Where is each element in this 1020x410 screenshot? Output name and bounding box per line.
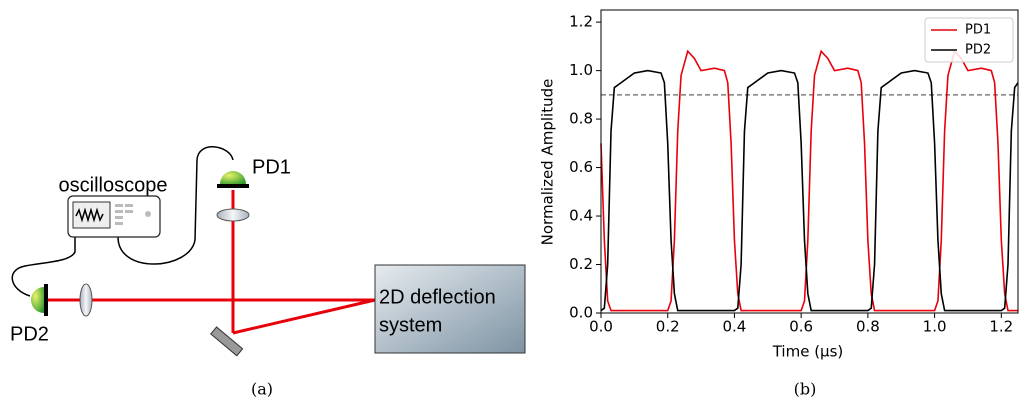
x-tick-label: 1.2: [989, 318, 1013, 336]
legend-label: PD2: [965, 43, 991, 58]
lens: [216, 208, 250, 222]
label: PD2: [10, 323, 49, 345]
cable: [11, 237, 76, 297]
caption: (b): [794, 380, 817, 399]
y-tick-label: 1.2: [569, 13, 593, 31]
y-tick-label: 0.0: [569, 304, 593, 322]
series-line: [600, 49, 1018, 312]
scope-buttons: [115, 204, 151, 225]
pd1-base: [217, 184, 249, 188]
mirror: [210, 326, 244, 357]
x-axis-label: Time (μs): [772, 343, 844, 361]
setup-diagram: oscilloscope PD1 PD2 2D deflection syste…: [10, 146, 526, 399]
y-tick-label: 0.2: [569, 255, 593, 273]
y-tick-label: 0.6: [569, 158, 593, 176]
x-tick-label: 0.2: [656, 318, 680, 336]
scope-screen: [72, 201, 111, 229]
label: 2D deflection: [379, 286, 496, 308]
pd1-dome: [220, 171, 246, 184]
x-tick-label: 1.0: [923, 318, 947, 336]
legend-box: [924, 17, 1014, 63]
y-tick-label: 1.0: [569, 61, 593, 79]
label: oscilloscope: [59, 174, 168, 196]
deflection-box: [374, 264, 526, 354]
y-axis-label: Normalized Amplitude: [539, 79, 557, 246]
label: system: [379, 314, 442, 336]
x-tick-label: 0.4: [723, 318, 747, 336]
pd2-base: [44, 284, 48, 316]
series-line: [600, 69, 1019, 312]
legend-label: PD1: [965, 23, 991, 38]
label: PD1: [252, 156, 291, 178]
x-tick-label: 0.6: [789, 318, 813, 336]
y-tick-label: 0.4: [569, 207, 593, 225]
x-tick-label: 0.0: [589, 318, 613, 336]
y-tick-label: 0.8: [569, 110, 593, 128]
x-tick-label: 0.8: [856, 318, 880, 336]
pd2-dome: [31, 287, 44, 313]
caption: (a): [251, 380, 273, 399]
scope-trace: [75, 207, 104, 223]
cable: [117, 146, 234, 265]
lens: [79, 283, 93, 317]
plot-frame: [600, 9, 1019, 314]
